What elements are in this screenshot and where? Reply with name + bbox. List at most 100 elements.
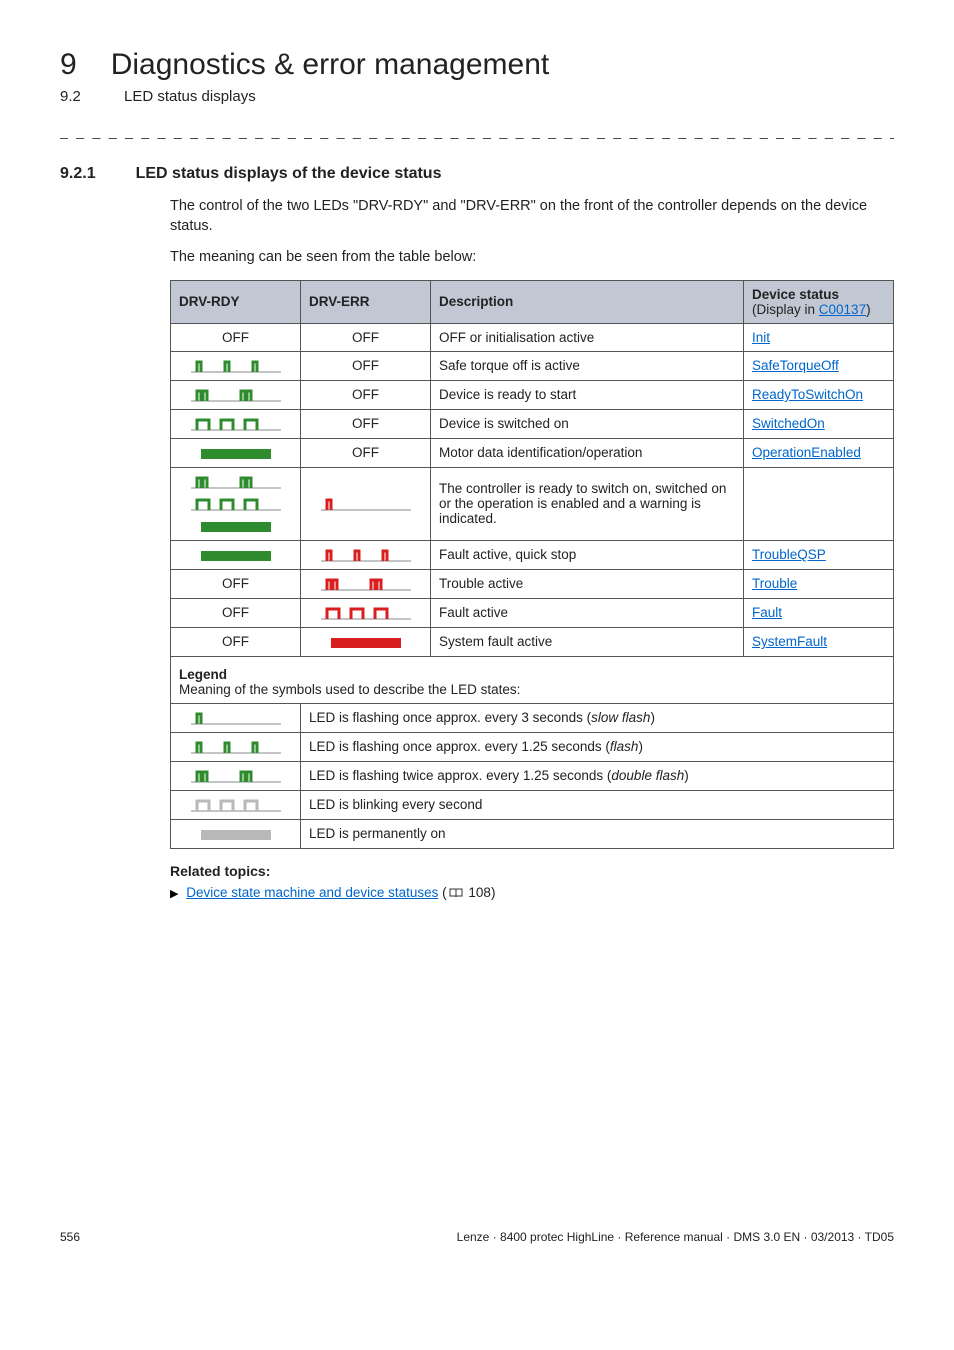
legend-symbol	[171, 819, 301, 848]
cell-drvrdy	[171, 540, 301, 569]
cell-drverr	[301, 467, 431, 540]
cell-desc: Trouble active	[431, 569, 744, 598]
th-drverr: DRV-ERR	[301, 280, 431, 323]
legend-header-row: Legend Meaning of the symbols used to de…	[171, 656, 894, 703]
status-link[interactable]: ReadyToSwitchOn	[752, 387, 863, 402]
related-link[interactable]: Device state machine and device statuses	[186, 885, 438, 900]
cell-drvrdy: OFF	[171, 569, 301, 598]
table-row: OFF Trouble active Trouble	[171, 569, 894, 598]
related-header: Related topics:	[170, 863, 894, 879]
cell-drvrdy: OFF	[171, 598, 301, 627]
cell-status: SafeTorqueOff	[744, 351, 894, 380]
legend-row: LED is permanently on	[171, 819, 894, 848]
th-status-l1: Device status	[752, 287, 839, 302]
cell-drvrdy	[171, 380, 301, 409]
cell-drverr: OFF	[301, 351, 431, 380]
subsection-number: 9.2	[60, 88, 90, 105]
cell-drverr	[301, 540, 431, 569]
cell-desc: Fault active, quick stop	[431, 540, 744, 569]
legend-row: LED is blinking every second	[171, 790, 894, 819]
cell-desc: Motor data identification/operation	[431, 438, 744, 467]
table-row: OFF Motor data identification/operation …	[171, 438, 894, 467]
book-icon	[449, 888, 463, 899]
page-number-ref: 108	[468, 885, 491, 900]
intro-paragraph-2: The meaning can be seen from the table b…	[170, 248, 894, 268]
h3: 9.2.1 LED status displays of the device …	[60, 165, 894, 183]
legend-symbol	[171, 703, 301, 732]
page-header: 9 Diagnostics & error management	[60, 48, 894, 82]
footer-text: Lenze · 8400 protec HighLine · Reference…	[457, 1230, 894, 1244]
table-row: OFF Device is ready to start ReadyToSwit…	[171, 380, 894, 409]
cell-desc: Safe torque off is active	[431, 351, 744, 380]
page-ref: ( 108)	[442, 885, 495, 900]
cell-desc: System fault active	[431, 627, 744, 656]
table-row: OFF Device is switched on SwitchedOn	[171, 409, 894, 438]
triangle-icon: ▶	[170, 887, 178, 900]
th-drvrdy: DRV-RDY	[171, 280, 301, 323]
cell-status: SystemFault	[744, 627, 894, 656]
th-status: Device status (Display in C00137)	[744, 280, 894, 323]
status-link[interactable]: TroubleQSP	[752, 547, 826, 562]
cell-status: SwitchedOn	[744, 409, 894, 438]
th-desc: Description	[431, 280, 744, 323]
legend-text: LED is permanently on	[301, 819, 894, 848]
status-link[interactable]: Init	[752, 330, 770, 345]
legend-header: Legend Meaning of the symbols used to de…	[171, 656, 894, 703]
footer-page-number: 556	[60, 1230, 80, 1244]
status-link[interactable]: SwitchedOn	[752, 416, 825, 431]
table-row: OFF OFF OFF or initialisation active Ini…	[171, 323, 894, 351]
sub-header: 9.2 LED status displays	[60, 88, 894, 105]
cell-desc: The controller is ready to switch on, sw…	[431, 467, 744, 540]
cell-status: ReadyToSwitchOn	[744, 380, 894, 409]
table-row: OFF Safe torque off is active SafeTorque…	[171, 351, 894, 380]
legend-symbol	[171, 761, 301, 790]
th-status-pre: (Display in	[752, 302, 819, 317]
h3-title: LED status displays of the device status	[136, 165, 442, 183]
cell-status: Init	[744, 323, 894, 351]
subsection-title: LED status displays	[124, 88, 256, 105]
cell-drvrdy	[171, 351, 301, 380]
cell-drvrdy	[171, 409, 301, 438]
legend-text: LED is flashing once approx. every 1.25 …	[301, 732, 894, 761]
cell-drvrdy: OFF	[171, 627, 301, 656]
cell-desc: OFF or initialisation active	[431, 323, 744, 351]
led-table: DRV-RDY DRV-ERR Description Device statu…	[170, 280, 894, 849]
status-link[interactable]: Fault	[752, 605, 782, 620]
cell-drverr: OFF	[301, 323, 431, 351]
cell-drvrdy	[171, 467, 301, 540]
h3-number: 9.2.1	[60, 165, 96, 183]
th-status-post: )	[866, 302, 871, 317]
cell-status: OperationEnabled	[744, 438, 894, 467]
cell-status	[744, 467, 894, 540]
table-header-row: DRV-RDY DRV-ERR Description Device statu…	[171, 280, 894, 323]
legend-text: LED is flashing once approx. every 3 sec…	[301, 703, 894, 732]
cell-drverr: OFF	[301, 409, 431, 438]
cell-status: Trouble	[744, 569, 894, 598]
cell-status: TroubleQSP	[744, 540, 894, 569]
legend-symbol	[171, 790, 301, 819]
status-link[interactable]: SafeTorqueOff	[752, 358, 839, 373]
table-row: OFF System fault active SystemFault	[171, 627, 894, 656]
cell-drverr: OFF	[301, 438, 431, 467]
divider: _ _ _ _ _ _ _ _ _ _ _ _ _ _ _ _ _ _ _ _ …	[60, 123, 894, 139]
cell-drverr	[301, 598, 431, 627]
table-row: Fault active, quick stop TroubleQSP	[171, 540, 894, 569]
cell-drverr	[301, 569, 431, 598]
legend-symbol	[171, 732, 301, 761]
status-link[interactable]: Trouble	[752, 576, 797, 591]
code-link[interactable]: C00137	[819, 302, 866, 317]
cell-drverr	[301, 627, 431, 656]
status-link[interactable]: OperationEnabled	[752, 445, 861, 460]
legend-text: LED is blinking every second	[301, 790, 894, 819]
table-row: OFF Fault active Fault	[171, 598, 894, 627]
legend-row: LED is flashing once approx. every 1.25 …	[171, 732, 894, 761]
table-row: The controller is ready to switch on, sw…	[171, 467, 894, 540]
legend-text: LED is flashing twice approx. every 1.25…	[301, 761, 894, 790]
section-title: Diagnostics & error management	[111, 48, 550, 82]
status-link[interactable]: SystemFault	[752, 634, 827, 649]
legend-row: LED is flashing once approx. every 3 sec…	[171, 703, 894, 732]
cell-desc: Fault active	[431, 598, 744, 627]
page-footer: 556 Lenze · 8400 protec HighLine · Refer…	[0, 1230, 954, 1264]
cell-drvrdy: OFF	[171, 323, 301, 351]
cell-status: Fault	[744, 598, 894, 627]
